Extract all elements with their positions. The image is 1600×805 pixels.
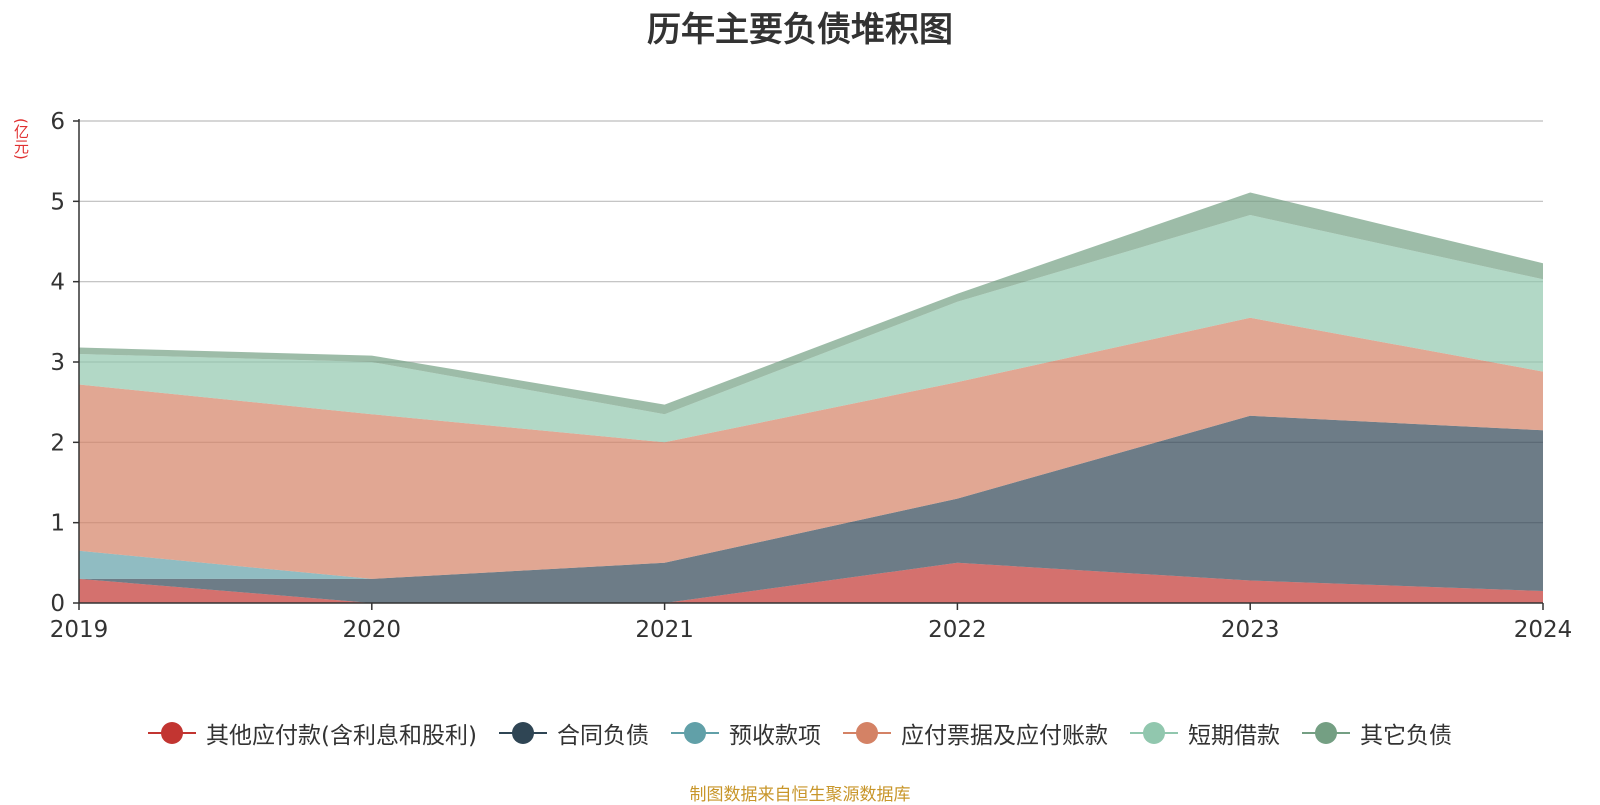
legend-label: 应付票据及应付账款 (900, 723, 1108, 749)
legend-dot (1314, 722, 1337, 744)
y-tick-label: 3 (50, 350, 65, 376)
legend-dot (683, 722, 706, 744)
legend-dot (511, 722, 534, 744)
area-series-5 (79, 215, 1543, 443)
x-tick-label: 2019 (50, 617, 109, 643)
x-tick-label: 2024 (1514, 617, 1573, 643)
legend-marker-icon (148, 721, 197, 745)
y-tick-label: 6 (50, 109, 65, 135)
legend: 其他应付款(含利息和股利) 合同负债 预收款项 应付票据及应付账款 短期借款 其它负债 (0, 716, 1600, 750)
axes (73, 119, 1544, 610)
legend-marker-icon (670, 721, 719, 745)
area-series-4 (79, 317, 1543, 579)
y-axis-unit-label: (亿元) (12, 118, 30, 160)
legend-marker-icon (842, 721, 891, 745)
legend-label: 短期借款 (1187, 723, 1280, 749)
x-tick-label: 2023 (1221, 617, 1280, 643)
legend-label: 其它负债 (1359, 723, 1452, 749)
x-tick-label: 2022 (928, 617, 987, 643)
legend-item[interactable]: 其他应付款(含利息和股利) (148, 716, 477, 750)
legend-dot (161, 722, 184, 744)
legend-label: 其他应付款(含利息和股利) (206, 723, 477, 749)
legend-dot (855, 722, 878, 744)
y-tick-label: 1 (50, 511, 65, 537)
x-tick-label: 2020 (343, 617, 402, 643)
y-tick-label: 5 (50, 189, 65, 215)
legend-item[interactable]: 短期借款 (1129, 716, 1280, 750)
legend-item[interactable]: 应付票据及应付账款 (842, 716, 1108, 750)
legend-item[interactable]: 其它负债 (1301, 716, 1452, 750)
y-tick-label: 0 (50, 591, 65, 617)
area-series-2 (79, 415, 1543, 603)
legend-marker-icon (498, 721, 547, 745)
tick-labels: 0 1 2 3 4 5 6 2019 2020 2021 2022 2023 2024 (50, 109, 1573, 643)
legend-label: 合同负债 (556, 723, 649, 749)
legend-dot (1142, 722, 1165, 744)
x-tick-label: 2021 (635, 617, 694, 643)
legend-marker-icon (1129, 721, 1178, 745)
legend-item[interactable]: 合同负债 (498, 716, 649, 750)
legend-label: 预收款项 (728, 723, 821, 749)
area-series-1 (79, 562, 1543, 603)
y-tick-label: 4 (50, 270, 65, 296)
y-tick-label: 2 (50, 430, 65, 456)
source-note: 制图数据来自恒生聚源数据库 (689, 785, 911, 805)
area-series-layer (79, 192, 1543, 603)
stacked-area-chart: 0 1 2 3 4 5 6 2019 2020 2021 2022 2023 2024 (50, 109, 1573, 643)
legend-marker-icon (1301, 721, 1350, 745)
legend-item[interactable]: 预收款项 (670, 716, 821, 750)
chart-title: 历年主要负债堆积图 (647, 10, 953, 50)
